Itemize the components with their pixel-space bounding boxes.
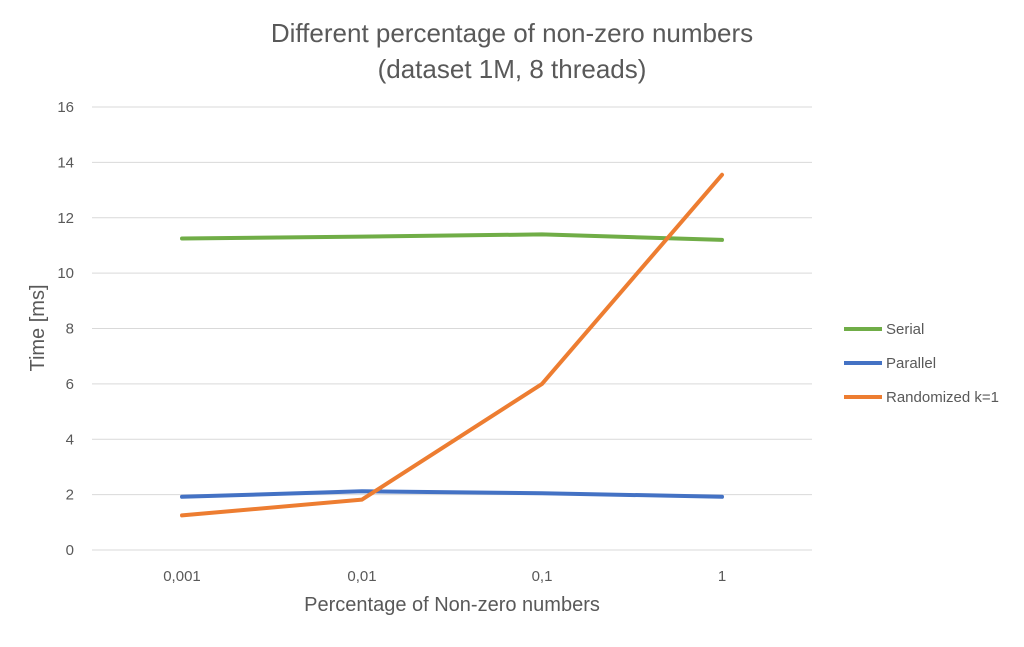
y-tick-label: 10 [57,265,74,282]
x-tick-label: 0,001 [163,568,201,585]
series-line-parallel [180,489,724,499]
legend: Serial Parallel Randomized k=1 [844,321,999,406]
y-tick-label: 6 [66,376,74,393]
series-line-serial [180,232,724,242]
series-line-randomized-k-1 [180,172,724,518]
series-lines [180,172,724,518]
legend-label-serial: Serial [886,321,924,338]
chart-subtitle: (dataset 1M, 8 threads) [378,54,647,84]
x-tick-label: 1 [718,568,726,585]
y-tick-label: 2 [66,487,74,504]
legend-label-randomized-k-1: Randomized k=1 [886,389,999,406]
legend-label-parallel: Parallel [886,355,936,372]
y-tick-label: 14 [57,154,74,171]
y-axis-ticks: 0 2 4 6 8 10 12 14 16 [57,99,74,559]
y-tick-label: 4 [66,431,74,448]
x-tick-label: 0,01 [347,568,376,585]
y-tick-label: 0 [66,542,74,559]
y-tick-label: 16 [57,99,74,116]
x-axis-ticks: 0,001 0,01 0,1 1 [163,568,726,585]
y-tick-label: 12 [57,210,74,227]
y-tick-label: 8 [66,321,74,338]
x-axis-label: Percentage of Non-zero numbers [304,594,600,616]
y-axis-label: Time [ms] [27,284,49,371]
chart-title: Different percentage of non-zero numbers [271,18,753,48]
x-tick-label: 0,1 [532,568,553,585]
